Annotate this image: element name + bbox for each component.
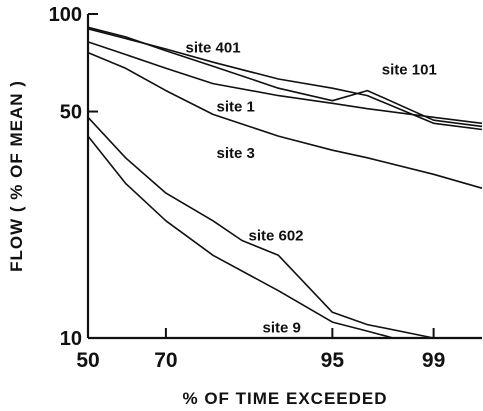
y-tick-label: 100 [49,4,82,26]
x-tick-label: 70 [154,349,177,372]
axes [86,14,482,340]
series-line-site-3 [87,51,483,189]
series-label: site 602 [248,227,303,244]
x-tick-label: 95 [321,349,345,372]
series-line-site-1 [87,41,483,125]
series-lines [87,26,483,339]
y-axis-title: FLOW ( % OF MEAN ) [7,80,26,272]
x-tick-label: 50 [76,349,99,372]
x-tick-label: 99 [422,349,445,372]
y-tick-label: 50 [60,102,82,124]
series-label: site 1 [217,99,255,116]
series-label: site 9 [263,319,301,336]
series-label: site 101 [382,62,437,79]
series-line-site-602 [87,116,482,339]
y-tick-label: 10 [60,328,82,350]
series-label: site 3 [217,145,255,162]
series-labels: site 401 site 101 site 1 site 3 site 602 site… [186,40,437,337]
series-line-site-101 [87,26,483,128]
series-line-site-9 [87,135,394,339]
x-axis-title: % OF TIME EXCEEDED [182,389,387,408]
series-label: site 401 [186,40,241,57]
